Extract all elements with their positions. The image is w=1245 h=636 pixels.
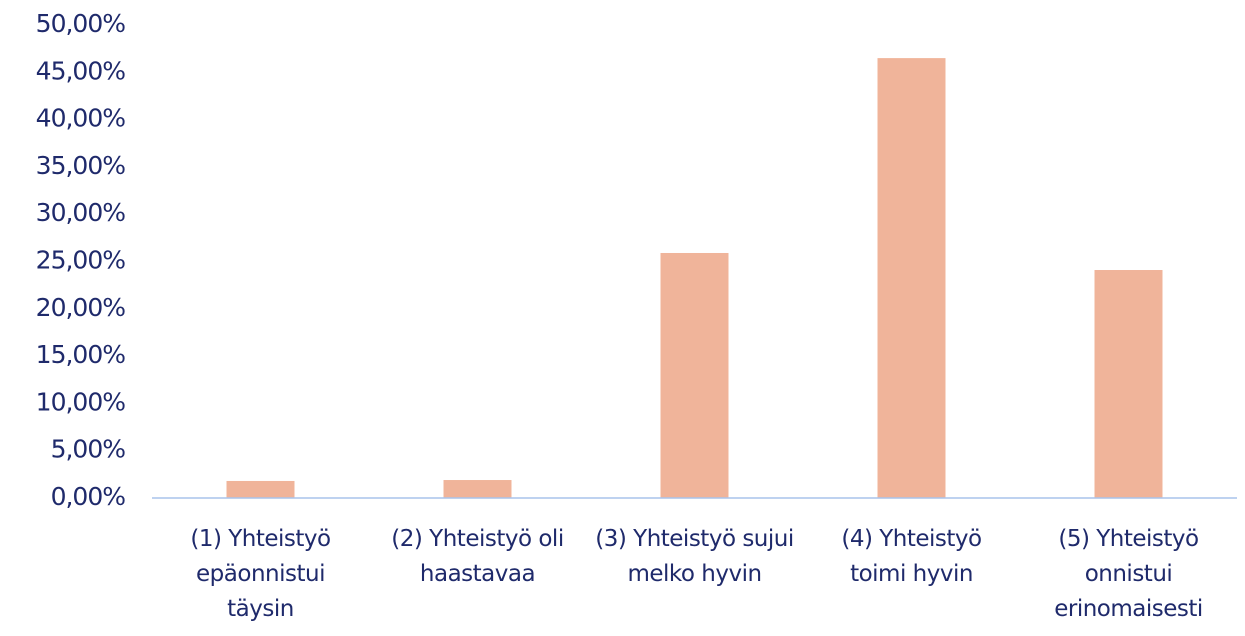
y-tick-label: 20,00% xyxy=(36,293,126,322)
bar xyxy=(1094,270,1163,498)
y-tick-label: 5,00% xyxy=(51,435,126,464)
x-tick-label: (1) Yhteistyö epäonnistui täysin xyxy=(190,526,331,622)
y-tick-label: 45,00% xyxy=(36,56,126,85)
y-tick-label: 35,00% xyxy=(36,151,126,180)
bar xyxy=(877,58,946,499)
y-tick-label: 50,00% xyxy=(36,9,126,38)
bar xyxy=(226,480,295,498)
y-tick-label: 25,00% xyxy=(36,246,126,275)
y-tick-label: 30,00% xyxy=(36,198,126,227)
bar xyxy=(443,480,512,498)
bar xyxy=(660,252,729,498)
y-tick-label: 0,00% xyxy=(51,482,126,511)
y-tick-label: 10,00% xyxy=(36,387,126,416)
y-tick-label: 15,00% xyxy=(36,340,126,369)
y-tick-label: 40,00% xyxy=(36,104,126,133)
x-tick-label: (3) Yhteistyö sujui melko hyvin xyxy=(595,526,794,587)
x-tick-label: (2) Yhteistyö oli haastavaa xyxy=(391,526,564,587)
x-tick-label: (5) Yhteistyö onnistui erinomaisesti xyxy=(1054,526,1203,622)
x-tick-label: (4) Yhteistyö toimi hyvin xyxy=(841,526,982,587)
